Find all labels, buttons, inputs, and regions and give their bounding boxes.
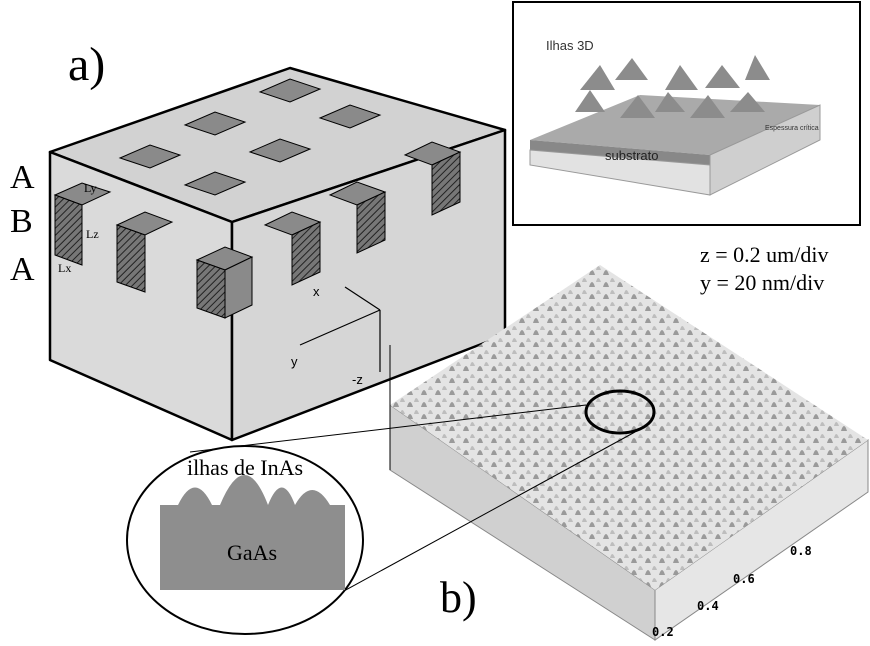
layer-label: A xyxy=(10,159,35,196)
scale-label: z = 0.2 um/div xyxy=(700,242,829,267)
panel-label: a) xyxy=(68,38,105,91)
figure: a) A B A Ly Lz Lx x y -z Ilhas 3D Espess… xyxy=(0,0,870,646)
dim-label: Lx xyxy=(58,261,71,275)
axis-label: x xyxy=(313,284,320,299)
axis-tick-label: 0.2 xyxy=(652,625,674,639)
scale-label: y = 20 nm/div xyxy=(700,270,824,295)
axis-label: -z xyxy=(352,372,363,387)
axis-tick-label: 0.4 xyxy=(697,599,719,613)
layer-label: A xyxy=(10,251,35,288)
inset-label: Ilhas 3D xyxy=(546,38,594,53)
zoom-label: GaAs xyxy=(227,540,277,565)
inset-label: Espessura crítica xyxy=(765,125,819,132)
inset-label: substrato xyxy=(605,148,658,163)
axis-label: y xyxy=(291,354,298,369)
panel-label: b) xyxy=(440,573,477,622)
axis-tick-label: 0.6 xyxy=(733,572,755,586)
axis-tick-label: 0.8 xyxy=(790,544,812,558)
dim-label: Ly xyxy=(84,181,97,195)
dim-label: Lz xyxy=(86,227,99,241)
zoom-label: ilhas de InAs xyxy=(187,455,303,480)
layer-label: B xyxy=(10,203,33,240)
